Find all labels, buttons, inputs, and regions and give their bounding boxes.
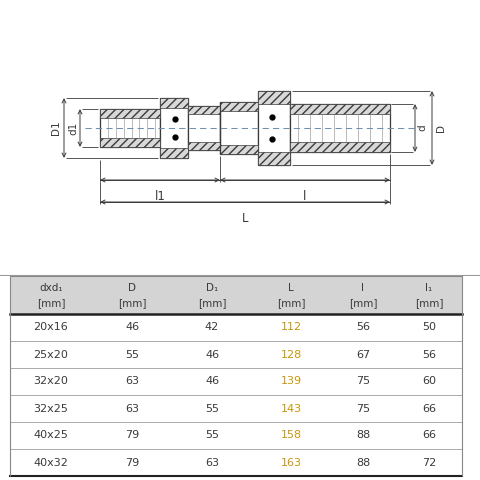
Text: 66: 66 bbox=[422, 404, 436, 413]
Text: 42: 42 bbox=[205, 323, 219, 333]
Text: 128: 128 bbox=[280, 349, 301, 360]
Bar bbox=[160, 98, 188, 158]
Text: 55: 55 bbox=[205, 404, 219, 413]
Bar bbox=[290, 104, 390, 152]
Text: 46: 46 bbox=[205, 349, 219, 360]
Text: 56: 56 bbox=[422, 349, 436, 360]
Text: 88: 88 bbox=[356, 457, 370, 468]
Bar bbox=[160, 148, 188, 158]
Bar bbox=[258, 91, 290, 104]
Text: [mm]: [mm] bbox=[277, 298, 305, 308]
Bar bbox=[188, 106, 220, 114]
Bar bbox=[258, 91, 290, 165]
Text: 56: 56 bbox=[356, 323, 370, 333]
Bar bbox=[290, 142, 390, 152]
Text: 60: 60 bbox=[422, 376, 436, 386]
Text: 63: 63 bbox=[125, 376, 139, 386]
Text: 55: 55 bbox=[205, 431, 219, 441]
Bar bbox=[100, 109, 160, 147]
Text: l1: l1 bbox=[155, 190, 166, 203]
Text: 55: 55 bbox=[125, 349, 139, 360]
Text: 79: 79 bbox=[125, 457, 139, 468]
Text: 67: 67 bbox=[356, 349, 370, 360]
Text: 20x16: 20x16 bbox=[34, 323, 68, 333]
Text: 46: 46 bbox=[205, 376, 219, 386]
Text: [mm]: [mm] bbox=[349, 298, 377, 308]
Bar bbox=[220, 102, 258, 154]
Text: 72: 72 bbox=[422, 457, 436, 468]
Text: 63: 63 bbox=[205, 457, 219, 468]
Text: 46: 46 bbox=[125, 323, 139, 333]
Bar bbox=[160, 98, 188, 108]
Text: [mm]: [mm] bbox=[37, 298, 65, 308]
Text: 75: 75 bbox=[356, 376, 370, 386]
Bar bbox=[220, 102, 258, 111]
Text: l: l bbox=[303, 190, 307, 203]
Text: 25x20: 25x20 bbox=[34, 349, 69, 360]
Text: 112: 112 bbox=[280, 323, 301, 333]
Text: dxd₁: dxd₁ bbox=[39, 283, 63, 293]
Bar bbox=[100, 109, 160, 118]
Text: D₁: D₁ bbox=[206, 283, 218, 293]
Text: [mm]: [mm] bbox=[118, 298, 146, 308]
Text: 139: 139 bbox=[280, 376, 301, 386]
Text: D: D bbox=[128, 283, 136, 293]
Text: d1: d1 bbox=[68, 121, 78, 134]
Text: l: l bbox=[361, 283, 364, 293]
Bar bbox=[10, 276, 462, 314]
Text: 158: 158 bbox=[280, 431, 301, 441]
Bar bbox=[290, 104, 390, 114]
Bar bbox=[188, 142, 220, 150]
Text: D1: D1 bbox=[51, 120, 61, 135]
Text: d: d bbox=[417, 125, 427, 132]
Bar bbox=[258, 152, 290, 165]
Text: 66: 66 bbox=[422, 431, 436, 441]
Text: 40x32: 40x32 bbox=[34, 457, 69, 468]
Text: [mm]: [mm] bbox=[415, 298, 443, 308]
Text: 40x25: 40x25 bbox=[34, 431, 69, 441]
Text: l₁: l₁ bbox=[425, 283, 432, 293]
Bar bbox=[100, 138, 160, 147]
Text: [mm]: [mm] bbox=[198, 298, 226, 308]
Text: 50: 50 bbox=[422, 323, 436, 333]
Bar bbox=[220, 145, 258, 154]
Text: L: L bbox=[288, 283, 294, 293]
Text: 163: 163 bbox=[280, 457, 301, 468]
Text: 88: 88 bbox=[356, 431, 370, 441]
Bar bbox=[188, 106, 220, 150]
Text: D: D bbox=[436, 124, 446, 132]
Text: 75: 75 bbox=[356, 404, 370, 413]
Text: L: L bbox=[242, 212, 248, 225]
Text: 143: 143 bbox=[280, 404, 301, 413]
Text: 32x20: 32x20 bbox=[34, 376, 69, 386]
Text: 32x25: 32x25 bbox=[34, 404, 69, 413]
Text: 79: 79 bbox=[125, 431, 139, 441]
Text: 63: 63 bbox=[125, 404, 139, 413]
